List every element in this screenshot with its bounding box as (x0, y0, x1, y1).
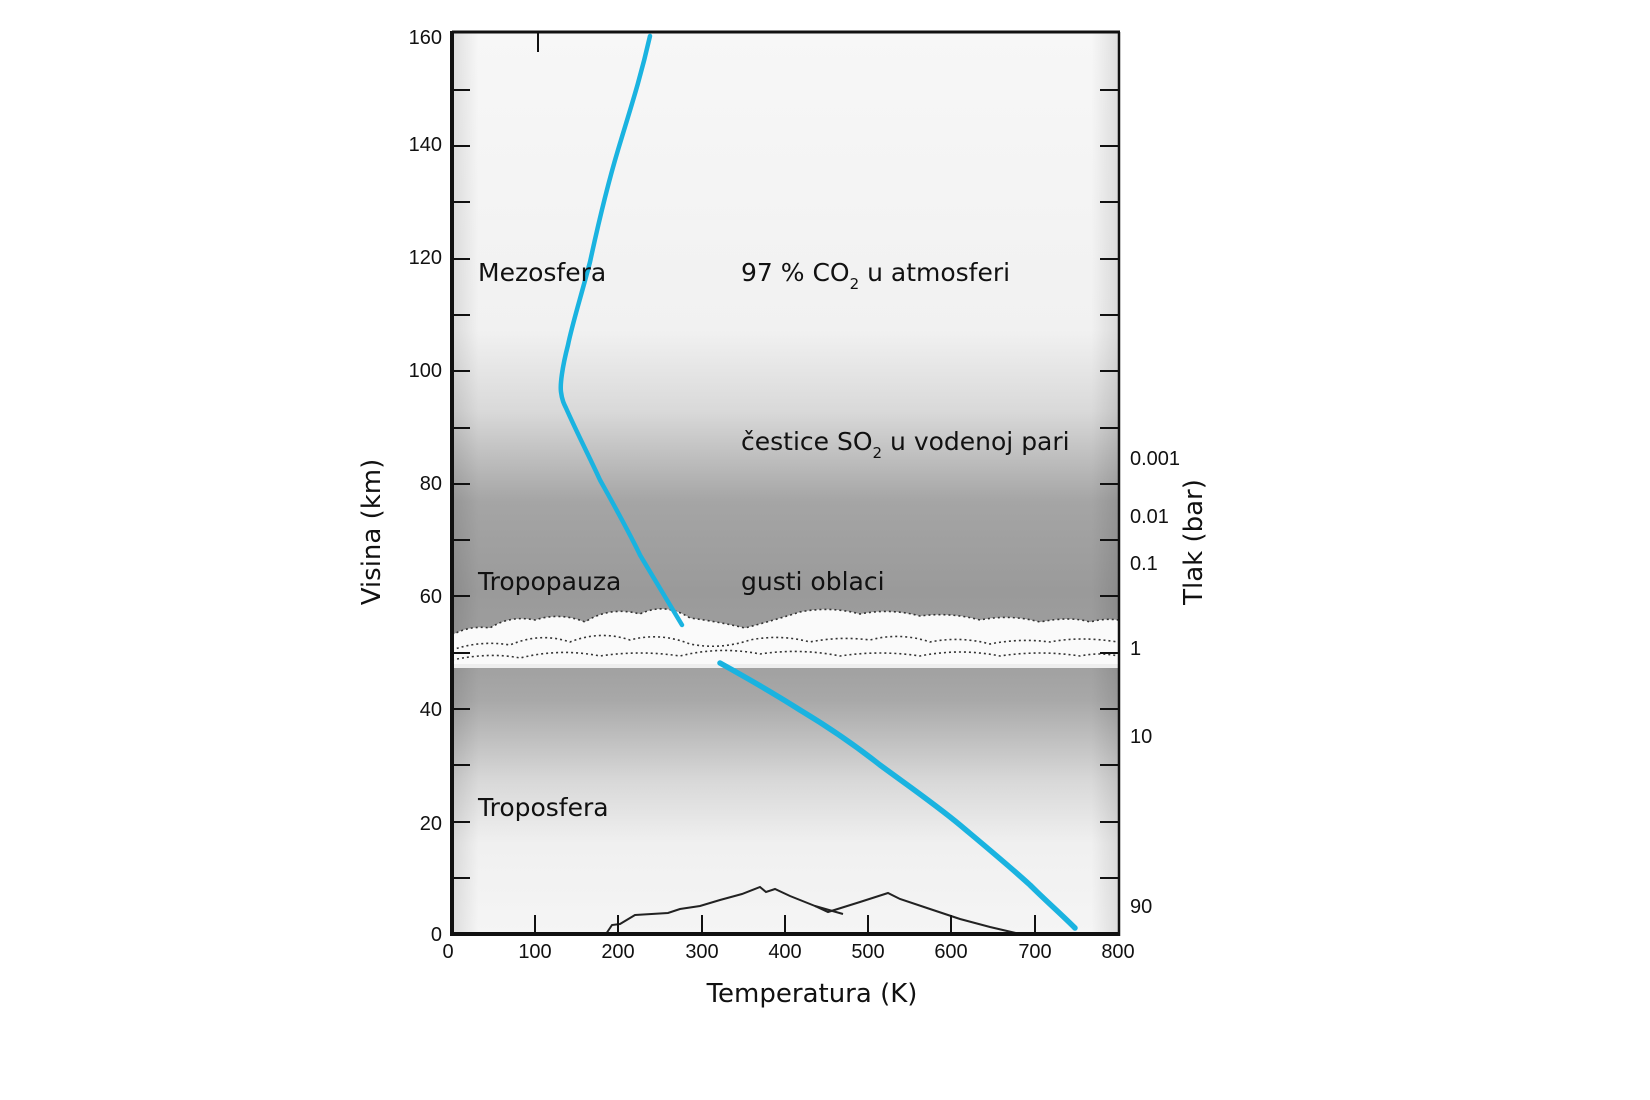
y2-axis-ticks (1100, 89, 1119, 879)
x-tick-800: 800 (1101, 941, 1134, 963)
x-tick-100: 100 (518, 941, 551, 963)
x-tick-600: 600 (934, 941, 967, 963)
x-tick-400: 400 (768, 941, 801, 963)
y-tick-labels: 0 20 40 60 80 100 120 140 160 (409, 27, 442, 946)
y-tick-80: 80 (420, 473, 442, 495)
y-tick-0: 0 (431, 924, 442, 946)
co2-text: 97 % CO (741, 258, 850, 287)
so2-subscript: 2 (873, 444, 883, 462)
p-tick-10: 10 (1130, 726, 1152, 748)
terrain (605, 885, 1021, 935)
label-so2: čestice SO2 u vodenoj pari (741, 427, 1070, 462)
y-tick-40: 40 (420, 699, 442, 721)
label-troposfera: Troposfera (477, 793, 609, 822)
p-tick-1: 1 (1130, 638, 1141, 660)
label-tropopauza: Tropopauza (477, 567, 621, 596)
p-tick-0.1: 0.1 (1130, 553, 1158, 575)
y-axis-title: Visina (km) (357, 459, 387, 606)
y-tick-100: 100 (409, 360, 442, 382)
so2-text: čestice SO (741, 427, 873, 456)
y-tick-160: 160 (409, 27, 442, 49)
x-tick-500: 500 (851, 941, 884, 963)
x-axis-title: Temperatura (K) (706, 979, 918, 1009)
x-tick-200: 200 (601, 941, 634, 963)
x-tick-300: 300 (685, 941, 718, 963)
label-mezosfera: Mezosfera (478, 258, 606, 287)
x-tick-labels: 0 100 200 300 400 500 600 700 800 (442, 941, 1134, 963)
plot-area (452, 33, 1118, 934)
y-tick-140: 140 (409, 134, 442, 156)
cloud-deck (451, 608, 1119, 668)
y-tick-120: 120 (409, 247, 442, 269)
label-gusti-oblaci: gusti oblaci (741, 567, 885, 596)
so2-suffix: u vodenoj pari (882, 427, 1070, 456)
x-tick-0: 0 (442, 941, 453, 963)
p-tick-0.001: 0.001 (1130, 448, 1180, 470)
annotations: Mezosfera Tropopauza Troposfera gusti ob… (477, 258, 1070, 822)
y-axis-ticks (452, 33, 539, 935)
co2-subscript: 2 (850, 275, 860, 293)
label-co2: 97 % CO2 u atmosferi (741, 258, 1010, 293)
y2-axis-title: Tlak (bar) (1179, 479, 1209, 606)
temperature-curve (558, 33, 1078, 931)
co2-suffix: u atmosferi (859, 258, 1010, 287)
pressure-tick-labels: 0.001 0.01 0.1 1 10 90 (1130, 448, 1180, 918)
p-tick-0.01: 0.01 (1130, 506, 1169, 528)
x-tick-700: 700 (1018, 941, 1051, 963)
y-tick-20: 20 (420, 813, 442, 835)
p-tick-90: 90 (1130, 896, 1152, 918)
y-tick-60: 60 (420, 586, 442, 608)
x-axis-ticks (534, 915, 1036, 934)
